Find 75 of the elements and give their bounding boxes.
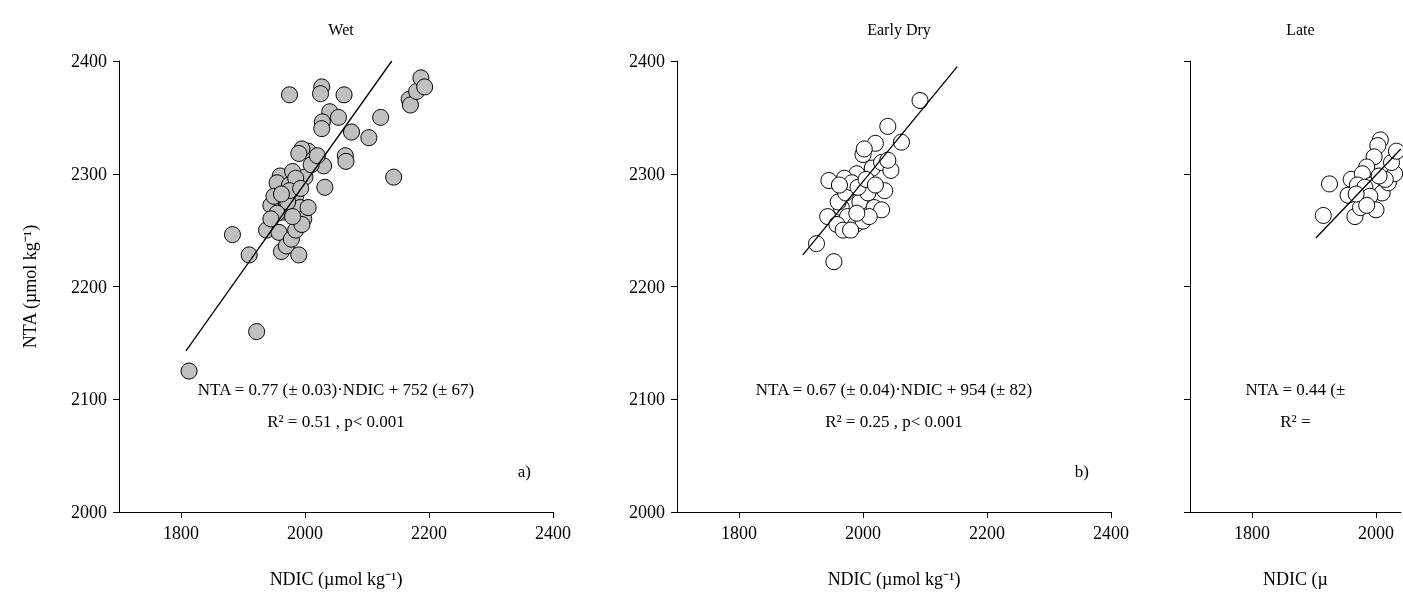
x-axis-title: NDIC (µmol kg⁻¹) [827, 569, 961, 590]
annotation: R² = [1280, 411, 1311, 431]
point [281, 86, 298, 104]
point [1358, 196, 1376, 214]
annotation: NTA = 0.77 (± 0.03)·NDIC + 752 (± 67) [197, 379, 475, 399]
point [855, 140, 873, 158]
x-tick-label: 2000 [287, 523, 323, 543]
point [873, 201, 891, 219]
y-tick-label: 2300 [629, 163, 665, 184]
x-tick-label: 1800 [163, 523, 199, 543]
point [272, 185, 290, 203]
point [830, 176, 848, 194]
chart-title: Late [1286, 20, 1315, 38]
point [385, 168, 403, 186]
annotation: b) [1074, 462, 1089, 482]
point [316, 178, 334, 196]
annotation: R² = 0.51 , p< 0.001 [267, 411, 405, 431]
point [1347, 185, 1365, 203]
y-axis-title: NTA (µmol kg⁻¹) [20, 224, 41, 349]
point [248, 323, 266, 341]
y-tick-label: 2300 [71, 163, 107, 184]
point [825, 253, 843, 271]
x-axis-title: NDIC (µmol kg⁻¹) [269, 569, 403, 590]
point [335, 86, 353, 104]
y-tick-label: 2000 [629, 502, 665, 522]
x-tick-label: 2200 [969, 523, 1005, 543]
point [292, 179, 310, 197]
point [1314, 206, 1332, 224]
y-tick-label: 2400 [71, 51, 107, 71]
annotation: NTA = 0.44 (± [1245, 379, 1346, 399]
point [401, 96, 419, 114]
point [842, 221, 860, 239]
point [180, 362, 198, 380]
x-tick-label: 1800 [1234, 523, 1270, 543]
point [1370, 167, 1388, 185]
point [312, 85, 329, 103]
x-tick-label: 2000 [1358, 523, 1394, 543]
point [290, 144, 308, 162]
annotation: NTA = 0.67 (± 0.04)·NDIC + 954 (± 82) [755, 379, 1033, 399]
point [866, 176, 884, 194]
point [337, 152, 355, 170]
y-tick-label: 2100 [629, 389, 665, 410]
annotation: a) [517, 462, 531, 482]
y-tick-label: 2400 [629, 51, 665, 71]
point [879, 151, 897, 169]
x-tick-label: 2400 [535, 523, 571, 543]
point [848, 204, 866, 222]
point [240, 246, 258, 264]
point [330, 108, 347, 126]
x-tick-label: 2000 [845, 523, 881, 543]
point [262, 210, 280, 228]
point [284, 208, 302, 226]
point [223, 226, 241, 244]
point [416, 78, 434, 96]
point [372, 108, 390, 126]
point [1321, 175, 1338, 193]
point [343, 123, 360, 141]
x-axis-title: NDIC (µ [1262, 569, 1328, 590]
chart-title: Early Dry [867, 20, 931, 39]
point [290, 246, 308, 264]
y-tick-label: 2200 [71, 276, 107, 297]
point [313, 120, 331, 138]
y-tick-label: 2200 [629, 276, 665, 297]
annotation: R² = 0.25 , p< 0.001 [825, 411, 963, 431]
point [1387, 142, 1403, 160]
point [879, 117, 897, 135]
chart-title: Wet [328, 20, 355, 38]
point [360, 129, 378, 147]
point [308, 147, 326, 165]
y-tick-label: 2100 [71, 389, 107, 410]
point [299, 199, 317, 217]
x-tick-label: 2200 [411, 523, 447, 543]
y-tick-label: 2000 [71, 502, 107, 522]
x-tick-label: 1800 [721, 523, 757, 543]
x-tick-label: 2400 [1093, 523, 1129, 543]
